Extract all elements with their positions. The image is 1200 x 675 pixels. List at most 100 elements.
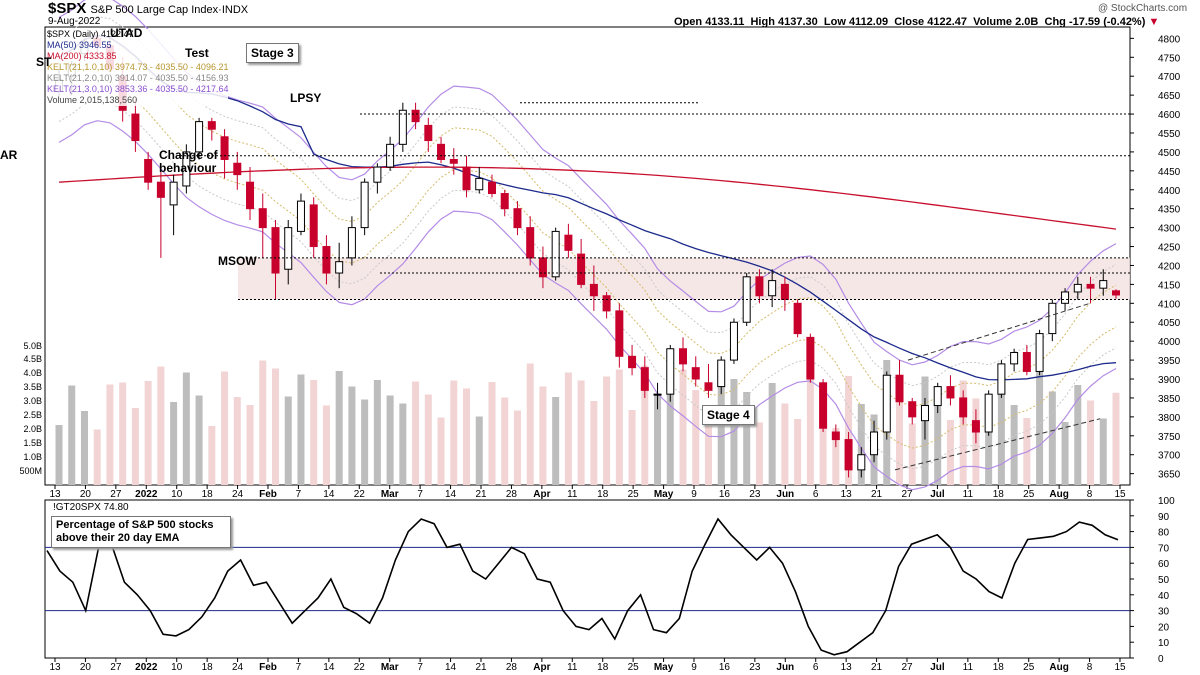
annotation-change: Change of behaviour xyxy=(159,148,218,175)
volume-bar xyxy=(450,380,458,485)
candle-body xyxy=(258,208,267,229)
indicator-x-tick-label: Aug xyxy=(1049,662,1068,673)
volume-bar xyxy=(997,377,1005,485)
price-x-tick-label: Jul xyxy=(930,489,945,500)
volume-bar xyxy=(424,394,432,485)
candle-body xyxy=(1022,352,1031,372)
price-tick-label: 4650 xyxy=(1158,91,1181,102)
volume-bar xyxy=(412,381,420,485)
candle-body xyxy=(551,230,560,278)
volume-bar xyxy=(221,371,229,485)
low-value: 4112.09 xyxy=(848,16,889,28)
price-tick-label: 4200 xyxy=(1158,261,1181,272)
volume-bar xyxy=(526,363,534,485)
kelt1-upper-line xyxy=(58,36,1117,408)
watermark: @ StockCharts.com xyxy=(1098,3,1188,14)
indicator-x-tick-label: Mar xyxy=(381,662,399,673)
indicator-x-tick-label: 20 xyxy=(80,662,92,673)
annotation-msow: MSOW xyxy=(218,254,257,268)
candle-body xyxy=(233,162,242,176)
indicator-x-tick-label: 21 xyxy=(871,662,883,673)
candle-body xyxy=(870,431,879,456)
channel-lower-line xyxy=(894,418,1101,471)
candle-body xyxy=(1010,352,1019,365)
price-x-tick-label: 18 xyxy=(202,489,214,500)
volume-bar xyxy=(654,393,662,485)
price-x-tick-label: 27 xyxy=(901,489,913,500)
candle-body xyxy=(500,193,509,210)
volume-bar xyxy=(106,384,114,485)
indicator-legend: !GT20SPX 74.80 xyxy=(53,502,129,513)
candle-body xyxy=(780,283,789,301)
volume-bar xyxy=(297,374,305,485)
price-legend: $SPX (Daily) 4122.47 MA(50) 3946.55 MA(2… xyxy=(47,29,229,106)
candle-body xyxy=(1061,291,1070,304)
annotation-stage3: Stage 3 xyxy=(246,43,299,63)
price-tick-label: 3650 xyxy=(1158,470,1181,481)
volume-bar xyxy=(463,388,471,485)
volume-bar xyxy=(284,396,292,485)
indicator-x-tick-label: 22 xyxy=(354,662,366,673)
volume-bar xyxy=(1036,371,1044,485)
candle-body xyxy=(819,382,828,429)
price-tick-label: 3850 xyxy=(1158,394,1181,405)
volume-bar xyxy=(908,423,916,485)
indicator-tick-label: 10 xyxy=(1158,638,1170,649)
candle-body xyxy=(589,283,598,297)
indicator-x-tick-label: 13 xyxy=(841,662,853,673)
candle-body xyxy=(729,321,738,361)
price-tick-label: 4750 xyxy=(1158,53,1181,64)
price-tick-label: 3750 xyxy=(1158,432,1181,443)
price-x-tick-label: 7 xyxy=(417,489,423,500)
candle-body xyxy=(946,386,955,399)
price-x-tick-label: 10 xyxy=(171,489,183,500)
indicator-x-tick-label: Apr xyxy=(533,662,550,673)
ma200-line xyxy=(58,166,1117,230)
price-x-tick-label: 9 xyxy=(691,489,697,500)
price-x-tick-label: 24 xyxy=(232,489,244,500)
indicator-x-tick-label: 13 xyxy=(49,662,61,673)
indicator-x-tick-label: 7 xyxy=(296,662,302,673)
change-value: -17.59 (-0.42%) xyxy=(1068,16,1146,28)
candle-body xyxy=(679,348,688,365)
volume-bar xyxy=(1112,392,1120,485)
volume-bar xyxy=(845,376,853,485)
channel-upper-line xyxy=(907,302,1091,361)
indicator-tick-label: 60 xyxy=(1158,559,1170,570)
candle-body xyxy=(424,124,433,142)
candle-body xyxy=(768,280,777,297)
candle-body xyxy=(284,227,293,270)
candle-body xyxy=(717,359,726,388)
volume-bar xyxy=(322,405,330,485)
indicator-description: Percentage of S&P 500 stocks above their… xyxy=(51,516,231,548)
price-tick-label: 4450 xyxy=(1158,167,1181,178)
chart-date: 9-Aug-2022 xyxy=(48,16,101,27)
volume-bar xyxy=(806,374,814,485)
volume-bar xyxy=(679,369,687,485)
candle-body xyxy=(1035,333,1044,372)
price-x-tick-label: 11 xyxy=(963,489,974,500)
volume-bar xyxy=(692,390,700,485)
volume-bar xyxy=(271,368,279,485)
candle-body xyxy=(844,439,853,471)
volume-bar xyxy=(259,360,267,485)
kelt2-upper-line xyxy=(58,16,1117,387)
volume-bar xyxy=(564,372,572,485)
annotation-stage4: Stage 4 xyxy=(702,405,755,425)
candle-body xyxy=(691,367,700,380)
indicator-x-tick-label: 18 xyxy=(597,662,609,673)
indicator-x-tick-label: Feb xyxy=(259,662,277,673)
price-tick-label: 4400 xyxy=(1158,186,1181,197)
price-x-tick-label: 6 xyxy=(813,489,819,500)
price-panel-frame xyxy=(44,26,1131,486)
price-x-tick-label: May xyxy=(654,489,674,500)
volume-bar xyxy=(475,416,483,485)
price-x-tick-label: Mar xyxy=(381,489,399,500)
candle-body xyxy=(615,310,624,357)
candle-body xyxy=(411,109,420,123)
price-tick-label: 4600 xyxy=(1158,110,1181,121)
price-x-tick-label: 23 xyxy=(749,489,761,500)
indicator-tick-label: 0 xyxy=(1158,654,1164,665)
index-name: S&P 500 Large Cap Index xyxy=(90,4,219,16)
